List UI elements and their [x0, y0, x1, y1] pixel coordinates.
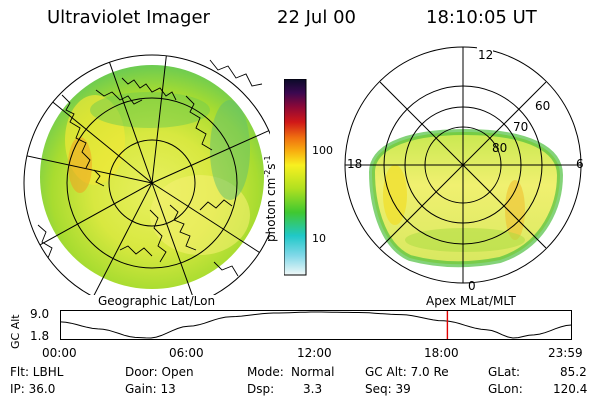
gain-status: Gain: 13 [125, 382, 176, 396]
altitude-trace-plot [60, 310, 572, 340]
mlat-mlt-polar-plot: 12 18 6 0 60 70 80 [344, 46, 584, 293]
coastline-outline [37, 59, 263, 277]
altitude-axis-title: GC Alt [9, 314, 22, 349]
mode-value: Normal [291, 365, 335, 379]
glon-label: GLon: [488, 382, 523, 396]
mlat-60-label: 60 [535, 99, 550, 113]
colorbar-tick-100: 100 [312, 139, 333, 158]
mlt-0-label: 0 [468, 279, 476, 293]
glat-label: GLat: [488, 365, 521, 379]
apex-panel-label: Apex MLat/MLT [426, 294, 516, 308]
intensity-colorbar [284, 79, 307, 276]
geographic-panel-label: Geographic Lat/Lon [98, 294, 216, 308]
unit-s: s [264, 163, 278, 170]
filter-status: Flt: LBHL [10, 365, 64, 379]
xtick-2359: 23:59 [548, 346, 583, 360]
door-status: Door: Open [125, 365, 194, 379]
mlt-6-label: 6 [576, 157, 584, 171]
observation-date: 22 Jul 00 [277, 7, 356, 28]
unit-exponent-cm: -2 [263, 169, 272, 178]
ip-status: IP: 36.0 [10, 382, 56, 396]
colorbar-tick-10: 10 [312, 227, 326, 246]
observation-time: 18:10:05 UT [426, 7, 537, 28]
polar-grid [344, 46, 582, 284]
mlt-18-label: 18 [347, 157, 362, 171]
altitude-min-label: 1.8 [30, 329, 50, 343]
dsp-label: Dsp: [247, 382, 275, 396]
glat-value: 85.2 [560, 365, 587, 379]
geo-grid [23, 54, 270, 295]
xtick-1800: 18:00 [424, 346, 459, 360]
altitude-axis-title-wrap: GC Alt [0, 279, 22, 349]
glon-value: 120.4 [553, 382, 588, 396]
altitude-max-label: 9.0 [30, 307, 50, 321]
unit-exponent-s: -1 [263, 155, 272, 164]
dsp-value: 3.3 [303, 382, 323, 396]
instrument-title: Ultraviolet Imager [47, 7, 210, 28]
gc-alt-status: GC Alt: 7.0 Re [365, 365, 449, 379]
unit-photon-cm: photon cm [264, 177, 278, 242]
mlt-12-bg [477, 47, 493, 61]
mode-label: Mode: [247, 365, 284, 379]
xtick-0600: 06:00 [169, 346, 204, 360]
colorbar-tick-100-label: 100 [312, 144, 333, 157]
xtick-0000: 00:00 [42, 346, 77, 360]
seq-status: Seq: 39 [365, 382, 411, 396]
mlat-80-label: 80 [492, 141, 507, 155]
mlt-12-label: 12 [478, 48, 493, 62]
geo-emission-field [40, 65, 264, 289]
xtick-1200: 12:00 [297, 346, 332, 360]
mlat-70-label: 70 [513, 120, 528, 134]
colorbar-tick-10-label: 10 [312, 232, 326, 245]
altitude-curve [60, 311, 572, 339]
geographic-auroral-image [23, 54, 270, 295]
colorbar-unit-label: photon cm-2s-1 [263, 155, 278, 242]
